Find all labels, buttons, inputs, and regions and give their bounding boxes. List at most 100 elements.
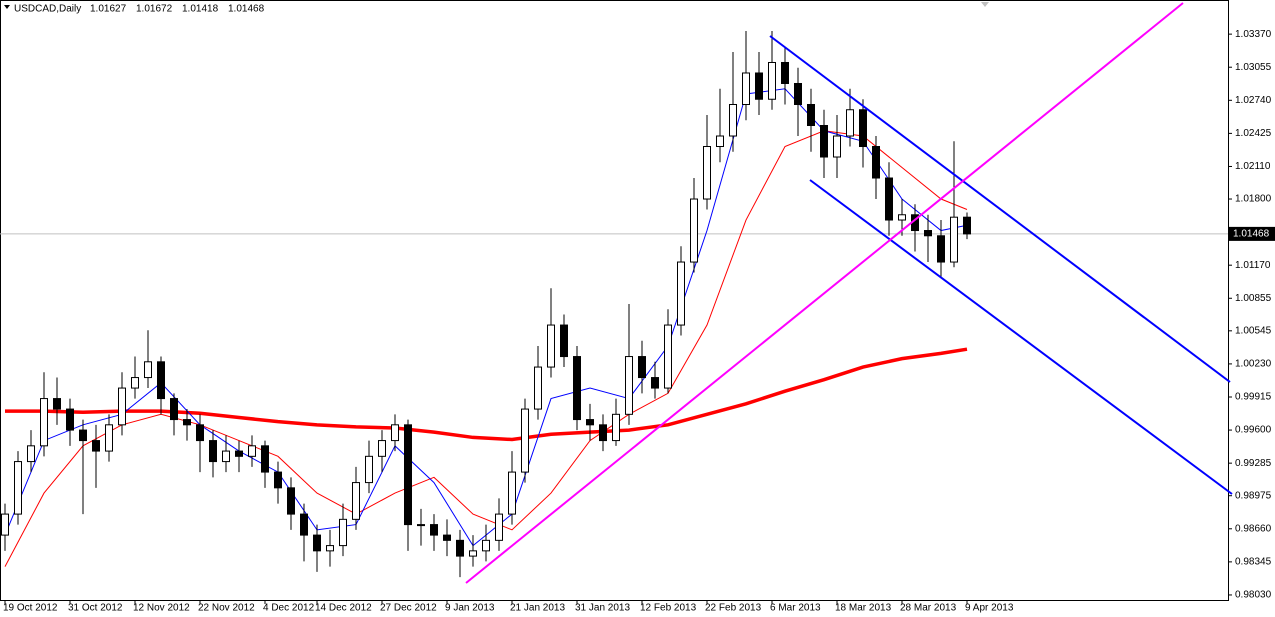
candle-body	[469, 550, 477, 557]
candle-body	[365, 455, 373, 484]
x-tick-label: 14 Dec 2012	[315, 603, 372, 614]
y-tick-label: 0.99600	[1235, 425, 1272, 436]
moving-average	[5, 347, 968, 442]
candle-body	[300, 513, 308, 536]
candle-body	[547, 324, 555, 368]
y-tick-label: 1.02740	[1235, 95, 1272, 106]
candle-body	[430, 524, 438, 536]
current-price-box	[1229, 226, 1275, 241]
candle-body	[729, 103, 737, 137]
candle-body	[534, 366, 542, 410]
channel-upper	[769, 35, 1231, 383]
candle-body	[807, 103, 815, 127]
candle-body	[937, 235, 945, 263]
header-close: 1.01468	[228, 4, 265, 15]
candle-body	[196, 424, 204, 442]
y-tick-label: 1.01800	[1235, 194, 1272, 205]
x-tick-label: 18 Mar 2013	[835, 603, 892, 614]
y-tick-label: 1.03055	[1235, 62, 1272, 73]
y-tick-label: 0.99285	[1235, 458, 1272, 469]
candle-body	[625, 356, 633, 415]
header: USDCAD,Daily 1.01627 1.01672 1.01418 1.0…	[4, 4, 265, 15]
header-icon	[4, 5, 10, 9]
x-tick-label: 28 Mar 2013	[900, 603, 957, 614]
marks	[0, 30, 1228, 578]
candle-body	[222, 450, 230, 463]
candle-body	[690, 198, 698, 263]
y-tick-label: 1.00545	[1235, 325, 1272, 336]
y-tick-label: 0.98660	[1235, 523, 1272, 534]
x-tick-label: 12 Feb 2013	[640, 603, 697, 614]
moving-average	[4, 130, 968, 567]
candle-body	[755, 72, 763, 100]
header-high: 1.01672	[136, 4, 173, 15]
candle-body	[677, 261, 685, 326]
x-tick-label: 19 Oct 2012	[3, 603, 58, 614]
candle-body	[53, 398, 61, 410]
candle-body	[742, 72, 750, 105]
candle-body	[794, 82, 802, 105]
symbol: USDCAD,Daily	[14, 4, 81, 15]
x-tick-label: 6 Mar 2013	[770, 603, 821, 614]
candle-body	[170, 398, 178, 421]
candle-body	[664, 324, 672, 389]
candle-body	[326, 545, 334, 552]
x-tick-label: 31 Oct 2012	[68, 603, 123, 614]
candle-body	[274, 471, 282, 489]
candle-body	[638, 356, 646, 379]
candle-body	[846, 109, 854, 137]
candle-body	[79, 429, 87, 442]
candle-body	[105, 424, 113, 452]
candle-body	[599, 424, 607, 442]
candle-body	[885, 177, 893, 221]
x-tick-label: 12 Nov 2012	[133, 603, 190, 614]
candle-body	[14, 461, 22, 515]
y-tick-label: 1.00230	[1235, 359, 1272, 370]
y-tick-label: 0.98030	[1235, 590, 1272, 601]
candle-body	[781, 61, 789, 84]
candle-body	[235, 450, 243, 457]
x-tick-label: 22 Nov 2012	[198, 603, 255, 614]
y-tick-label: 1.01170	[1235, 260, 1271, 271]
moving-average	[4, 88, 968, 547]
candle-body	[27, 445, 35, 463]
candle-body	[144, 361, 152, 379]
candle-body	[716, 135, 724, 148]
candle-body	[339, 518, 347, 547]
x-tick-label: 22 Feb 2013	[705, 603, 762, 614]
shift-marker	[981, 2, 989, 7]
candle-body	[521, 408, 529, 473]
candle-body	[924, 230, 932, 237]
candle-body	[313, 534, 321, 552]
y-tick-label: 0.98345	[1235, 557, 1272, 568]
y-tick-label: 1.02425	[1235, 128, 1272, 139]
candle-body	[417, 524, 425, 527]
trend-line	[465, 2, 1184, 584]
x-tick-label: 9 Jan 2013	[445, 603, 495, 614]
header-low: 1.01418	[182, 4, 219, 15]
candle-body	[898, 214, 906, 221]
candle-body	[508, 471, 516, 515]
candle-body	[261, 445, 269, 473]
candle-body	[92, 440, 100, 452]
candle-body	[586, 419, 594, 426]
candle-body	[209, 440, 217, 463]
x-tick-label: 21 Jan 2013	[510, 603, 565, 614]
candle-body	[40, 398, 48, 447]
y-tick-label: 1.02110	[1235, 161, 1271, 172]
candle-body	[443, 534, 451, 541]
current-price-label: 1.01468	[1233, 229, 1270, 240]
candle-body	[404, 424, 412, 526]
candle-body	[573, 356, 581, 421]
candle-body	[950, 216, 958, 263]
x-tick-label: 27 Dec 2012	[380, 603, 437, 614]
candle-body	[963, 216, 971, 235]
x-tick-label: 4 Dec 2012	[263, 603, 315, 614]
candle-body	[183, 419, 191, 426]
candle-body	[157, 361, 165, 400]
candle-body	[378, 440, 386, 457]
candle-body	[131, 377, 139, 389]
